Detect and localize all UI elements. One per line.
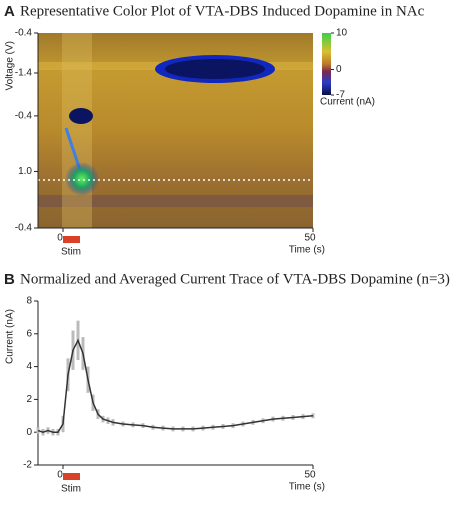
stim-label: Stim [61,484,81,495]
color-plot [38,33,331,228]
y-tick-label: 6 [26,328,32,339]
y-tick-label: -2 [23,460,32,471]
colorbar-tick-label: -7 [336,90,345,101]
colorbar-tick-label: 0 [336,64,342,75]
panel-label: B [4,271,15,288]
heatmap-blob [65,162,99,196]
chart-title: Representative Color Plot of VTA-DBS Ind… [20,3,425,19]
x-tick-label: 0 [57,233,63,244]
y-tick-label: -0.4 [15,28,33,39]
heatmap-blob [69,108,93,124]
x-axis-label: Time (s) [289,482,325,493]
y-tick-label: 1.0 [18,166,32,177]
x-tick-label: 50 [304,470,316,481]
y-tick-label: 0 [26,427,32,438]
heatmap-band [38,195,313,207]
colorbar [322,33,331,95]
y-axis-label: Voltage (V) [5,41,16,90]
colorbar-label: Current (nA) [320,97,375,108]
stim-bar [63,473,80,480]
data-line [37,338,314,433]
chart-title: Normalized and Averaged Current Trace of… [20,271,450,287]
y-tick-label: 2 [26,394,32,405]
x-tick-label: 0 [57,470,63,481]
y-tick-label: -1.4 [15,68,33,79]
stim-label: Stim [61,247,81,258]
stim-bar [63,236,80,243]
colorbar-tick-label: 10 [336,28,348,39]
heatmap-blob [165,59,265,79]
y-axis-label: Current (nA) [5,309,16,364]
y-tick-label: 8 [26,296,32,307]
y-tick-label: 4 [26,361,32,372]
y-tick-label: -0.4 [15,111,33,122]
x-tick-label: 50 [304,233,316,244]
y-tick-label: -0.4 [15,223,33,234]
panel-label: A [4,3,15,20]
x-axis-label: Time (s) [289,245,325,256]
